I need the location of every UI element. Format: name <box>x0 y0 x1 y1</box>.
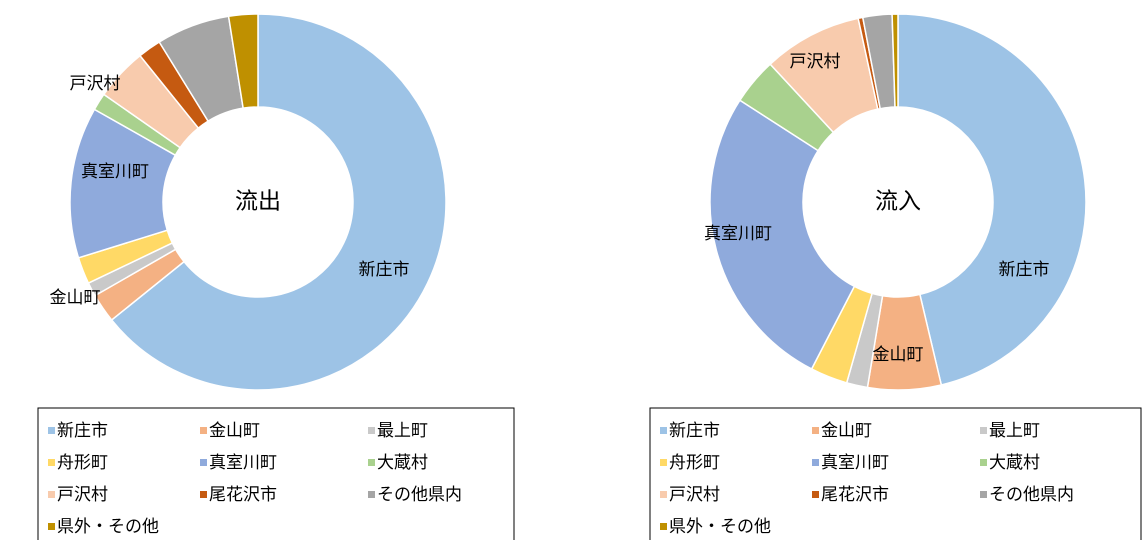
legend-swatch <box>812 459 819 466</box>
legend-swatch <box>368 459 375 466</box>
data-label: 戸沢村 <box>790 52 841 72</box>
legend-swatch <box>660 523 667 530</box>
donut-slice <box>709 99 856 370</box>
donut-slice <box>897 13 1087 386</box>
legend-label: 真室川町 <box>821 453 889 473</box>
legend-swatch <box>48 523 55 530</box>
data-label: 真室川町 <box>704 224 772 244</box>
legend-label: 新庄市 <box>669 421 720 441</box>
legend-swatch <box>980 491 987 498</box>
legend-label: 尾花沢市 <box>821 485 889 505</box>
data-label: 金山町 <box>873 345 924 365</box>
legend-swatch <box>200 427 207 434</box>
donut-slice <box>227 13 259 110</box>
legend-swatch <box>660 427 667 434</box>
legend-swatch <box>368 491 375 498</box>
legend-label: 最上町 <box>989 421 1040 441</box>
legend-label: 県外・その他 <box>669 517 771 537</box>
legend-label: 大蔵村 <box>377 453 428 473</box>
legend-label: 金山町 <box>821 421 872 441</box>
legend-swatch <box>812 427 819 434</box>
legend-label: 最上町 <box>377 421 428 441</box>
center-title: 流入 <box>875 189 921 215</box>
legend-swatch <box>48 459 55 466</box>
legend-label: 戸沢村 <box>669 485 720 505</box>
legend-label: 舟形町 <box>669 453 720 473</box>
legend-label: その他県内 <box>989 485 1074 505</box>
legend-box <box>37 407 515 540</box>
donut-slice <box>891 13 899 108</box>
legend-swatch <box>660 491 667 498</box>
legend-swatch <box>48 491 55 498</box>
legend-label: 舟形町 <box>57 453 108 473</box>
legend-label: 真室川町 <box>209 453 277 473</box>
legend-box <box>649 407 1142 540</box>
legend-label: 県外・その他 <box>57 517 159 537</box>
data-label: 真室川町 <box>81 162 149 182</box>
data-label: 戸沢村 <box>70 74 121 94</box>
legend-swatch <box>200 491 207 498</box>
donut-slice <box>110 13 447 391</box>
legend-swatch <box>200 459 207 466</box>
center-title: 流出 <box>235 189 281 215</box>
data-label: 新庄市 <box>359 260 410 280</box>
legend-label: 大蔵村 <box>989 453 1040 473</box>
legend-label: 戸沢村 <box>57 485 108 505</box>
legend-swatch <box>980 427 987 434</box>
legend-label: その他県内 <box>377 485 462 505</box>
legend-swatch <box>812 491 819 498</box>
legend-label: 新庄市 <box>57 421 108 441</box>
legend-swatch <box>660 459 667 466</box>
data-label: 金山町 <box>50 288 101 308</box>
legend-swatch <box>368 427 375 434</box>
legend-swatch <box>980 459 987 466</box>
legend-label: 尾花沢市 <box>209 485 277 505</box>
data-label: 新庄市 <box>999 260 1050 280</box>
legend-swatch <box>48 427 55 434</box>
legend-label: 金山町 <box>209 421 260 441</box>
